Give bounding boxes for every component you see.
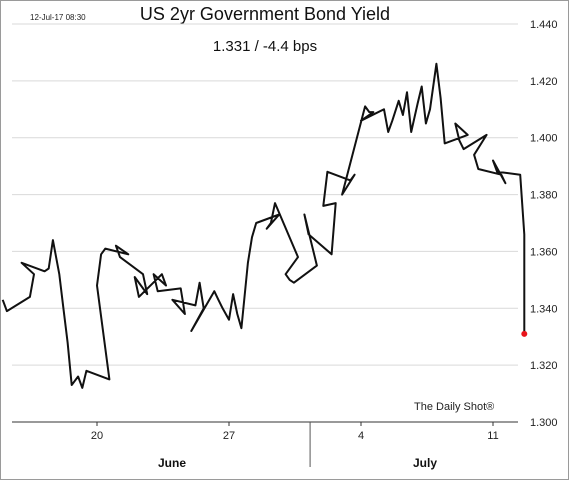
source-credit: The Daily Shot® [414,401,495,413]
y-tick-label: 1.420 [530,76,558,88]
x-tick-label: 20 [91,430,103,442]
y-tick-label: 1.400 [530,133,558,145]
y-tick-label: 1.360 [530,246,558,258]
x-tick-label: 11 [487,430,498,442]
y-tick-label: 1.340 [530,303,558,315]
y-tick-label: 1.440 [530,19,558,31]
x-tick-label: 27 [223,430,235,442]
timestamp: 12-Jul-17 08:30 [30,13,86,22]
x-tick-label: 4 [358,430,364,442]
y-tick-label: 1.380 [530,190,558,202]
y-tick-label: 1.320 [530,360,558,372]
last-value-marker [521,330,528,337]
y-tick-label: 1.300 [530,417,558,429]
month-label: July [413,456,437,470]
chart-subtitle: 1.331 / -4.4 bps [212,38,318,55]
chart-title: US 2yr Government Bond Yield [139,4,391,24]
yield-series-line [1,62,526,389]
month-label: June [158,456,186,470]
